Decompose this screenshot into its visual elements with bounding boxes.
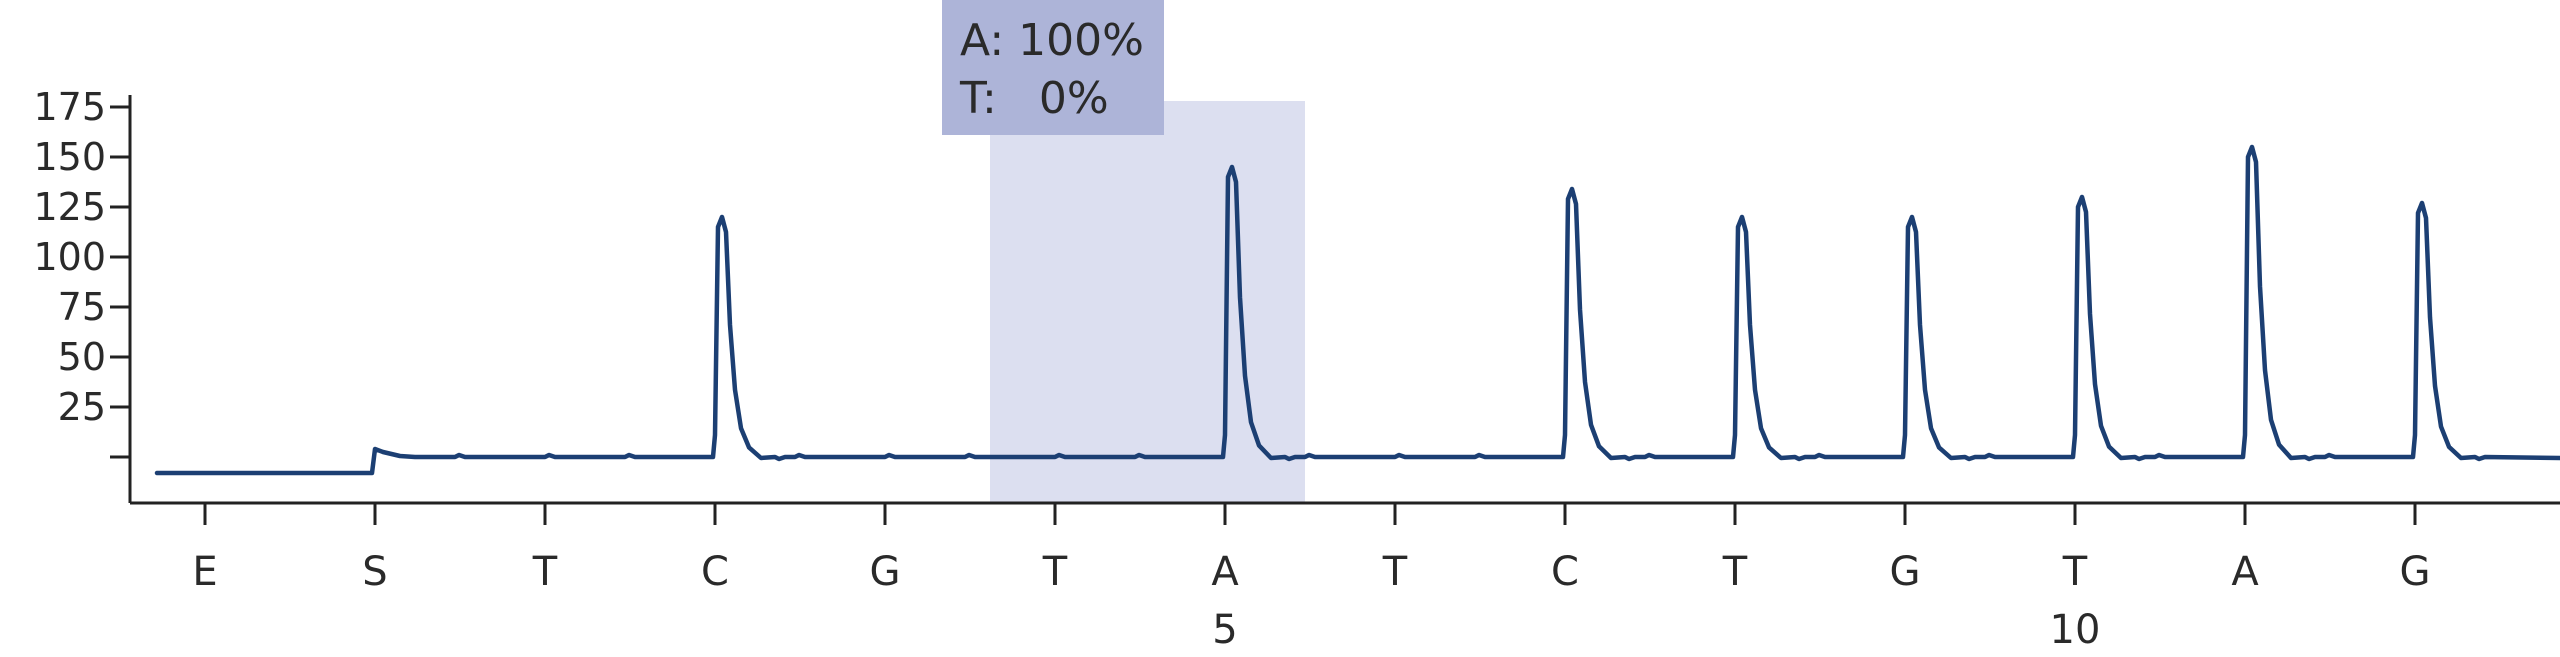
dispensation-label: C [701, 549, 729, 595]
y-tick-label: 125 [33, 185, 106, 229]
dispensation-label: E [192, 549, 217, 595]
y-tick-label: 25 [58, 385, 106, 429]
dispensation-label: C [1551, 549, 1579, 595]
highlight-region [990, 101, 1305, 503]
x-axis: E S T C G T A T C T G T A G 5 10 [130, 501, 2560, 653]
annotation-line-2: T: 0% [959, 73, 1109, 124]
dispensation-label: T [532, 549, 558, 595]
position-label: 5 [1212, 607, 1237, 653]
annotation-line-1: A: 100% [960, 15, 1144, 66]
dispensation-label: A [2231, 549, 2259, 595]
dispensation-label: G [2400, 549, 2431, 595]
y-tick-label: 150 [33, 135, 106, 179]
y-tick-label: 100 [33, 235, 106, 279]
annotation-box [942, 0, 1164, 135]
dispensation-label: G [1890, 549, 1921, 595]
dispensation-label: T [1722, 549, 1748, 595]
dispensation-label: G [870, 549, 901, 595]
dispensation-label: T [1042, 549, 1068, 595]
dispensation-label: T [1382, 549, 1408, 595]
y-tick-label: 50 [58, 335, 106, 379]
dispensation-label: T [2062, 549, 2088, 595]
dispensation-label: S [362, 549, 387, 595]
dispensation-label: A [1211, 549, 1239, 595]
y-axis: 175 150 125 100 75 50 25 [33, 85, 132, 503]
position-label: 10 [2050, 607, 2101, 653]
signal-trace [154, 144, 2560, 476]
y-tick-label: 75 [58, 285, 106, 329]
y-tick-label: 175 [33, 85, 106, 129]
